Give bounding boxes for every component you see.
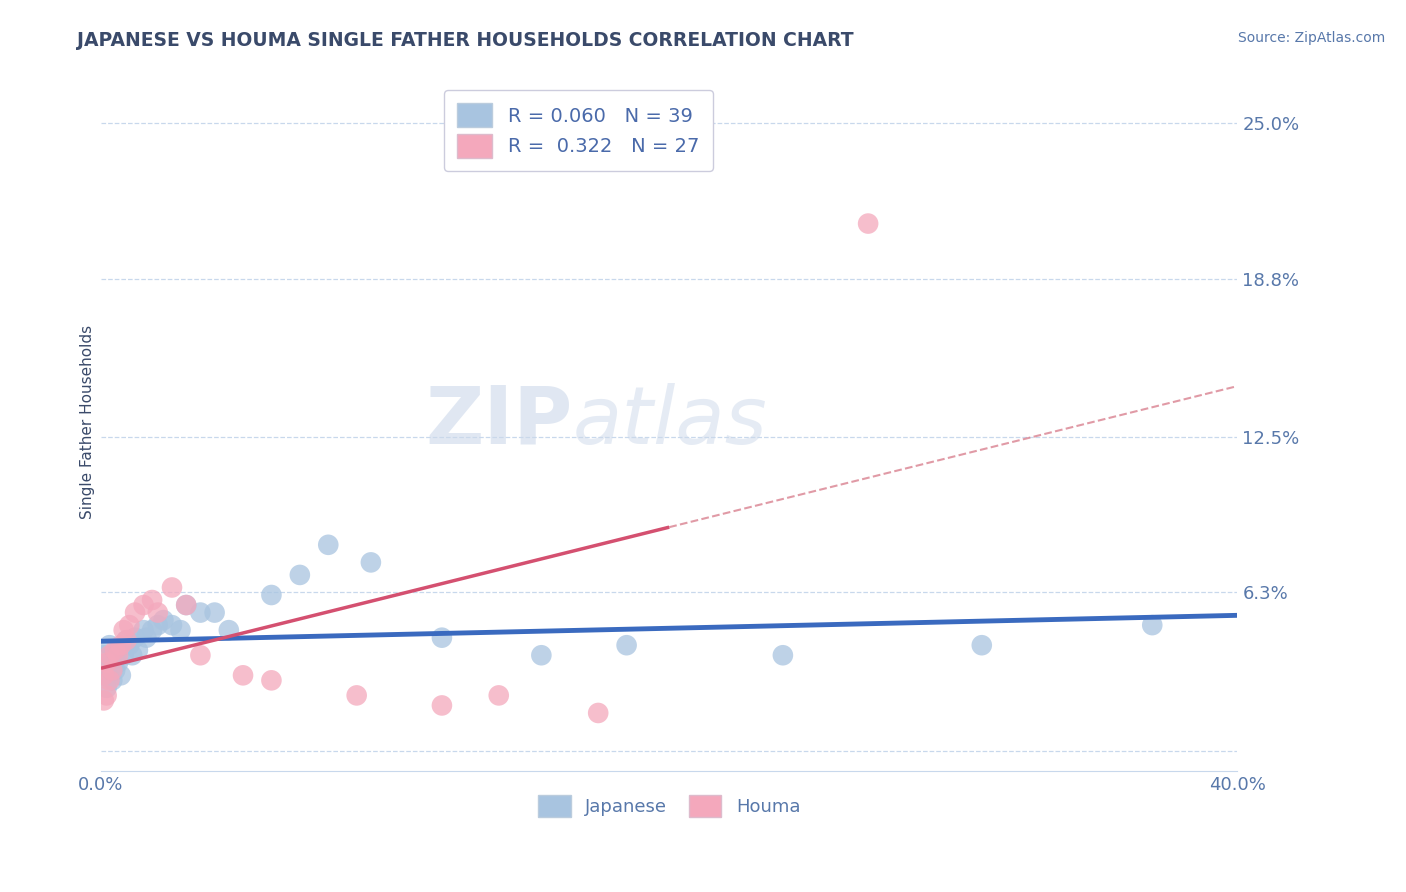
Point xyxy=(1142,618,1164,632)
Point xyxy=(146,618,169,632)
Point xyxy=(856,217,879,231)
Point xyxy=(135,631,157,645)
Point xyxy=(260,673,283,688)
Y-axis label: Single Father Households: Single Father Households xyxy=(80,325,94,519)
Point xyxy=(107,648,129,663)
Point xyxy=(360,555,382,569)
Point xyxy=(218,623,240,637)
Point xyxy=(169,623,191,637)
Point xyxy=(190,648,212,663)
Point xyxy=(101,673,124,688)
Point xyxy=(260,588,283,602)
Text: ZIP: ZIP xyxy=(426,383,572,461)
Point xyxy=(488,689,510,703)
Point xyxy=(96,681,118,695)
Point xyxy=(174,598,197,612)
Point xyxy=(93,693,115,707)
Point xyxy=(115,633,138,648)
Point xyxy=(112,623,135,637)
Point xyxy=(616,638,638,652)
Legend: Japanese, Houma: Japanese, Houma xyxy=(531,788,807,824)
Point xyxy=(124,631,146,645)
Point xyxy=(152,613,174,627)
Point xyxy=(107,643,129,657)
Point xyxy=(586,706,609,720)
Point xyxy=(98,648,121,663)
Point xyxy=(112,648,135,663)
Point xyxy=(232,668,254,682)
Point xyxy=(174,598,197,612)
Point xyxy=(96,656,118,670)
Point xyxy=(110,668,132,682)
Point xyxy=(93,668,115,682)
Point xyxy=(104,663,127,677)
Point xyxy=(101,663,124,677)
Point xyxy=(124,606,146,620)
Text: Source: ZipAtlas.com: Source: ZipAtlas.com xyxy=(1237,31,1385,45)
Point xyxy=(430,698,453,713)
Point xyxy=(530,648,553,663)
Point xyxy=(970,638,993,652)
Point xyxy=(160,581,183,595)
Point xyxy=(141,623,163,637)
Point xyxy=(98,673,121,688)
Point xyxy=(98,656,121,670)
Point xyxy=(118,618,141,632)
Point xyxy=(96,661,118,675)
Point xyxy=(132,623,155,637)
Point xyxy=(288,568,311,582)
Point xyxy=(101,648,124,663)
Point xyxy=(141,593,163,607)
Text: atlas: atlas xyxy=(572,383,768,461)
Point xyxy=(132,598,155,612)
Point xyxy=(98,638,121,652)
Point xyxy=(121,648,143,663)
Point xyxy=(107,656,129,670)
Point xyxy=(110,638,132,652)
Point xyxy=(127,643,149,657)
Point xyxy=(96,689,118,703)
Point xyxy=(430,631,453,645)
Text: JAPANESE VS HOUMA SINGLE FATHER HOUSEHOLDS CORRELATION CHART: JAPANESE VS HOUMA SINGLE FATHER HOUSEHOL… xyxy=(77,31,853,50)
Point xyxy=(772,648,794,663)
Point xyxy=(118,638,141,652)
Point xyxy=(93,648,115,663)
Point xyxy=(160,618,183,632)
Point xyxy=(190,606,212,620)
Point xyxy=(146,606,169,620)
Point xyxy=(204,606,226,620)
Point xyxy=(316,538,339,552)
Point xyxy=(115,633,138,648)
Point xyxy=(104,643,127,657)
Point xyxy=(346,689,368,703)
Point xyxy=(93,668,115,682)
